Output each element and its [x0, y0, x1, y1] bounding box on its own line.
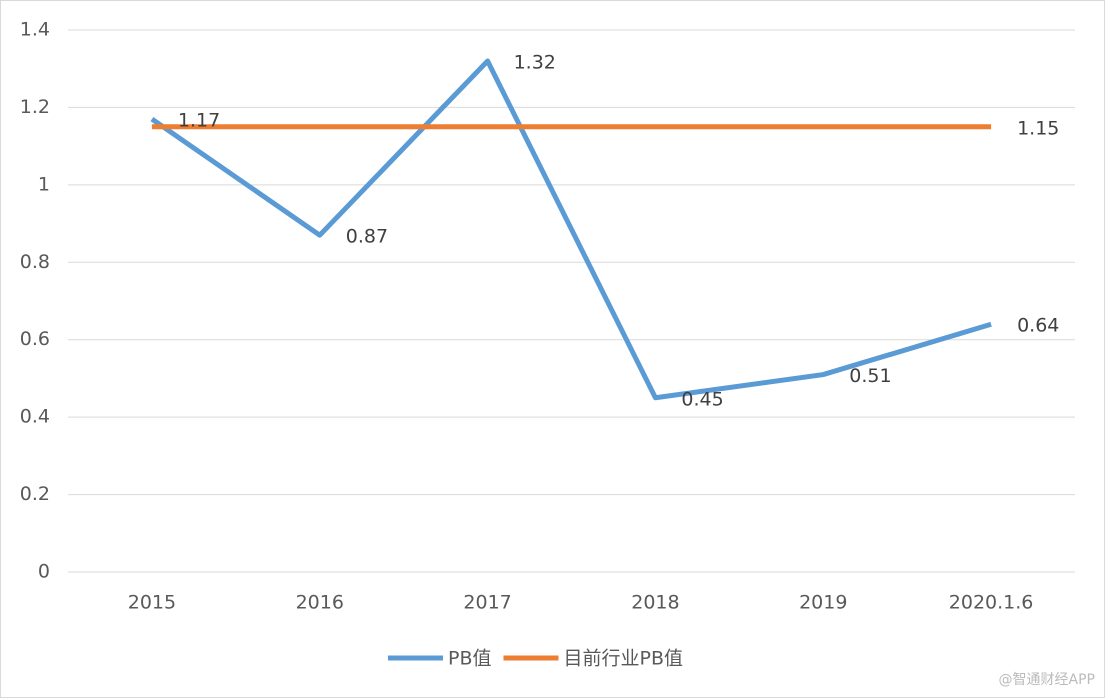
data-label: 0.87 [346, 226, 388, 248]
x-tick-label: 2015 [128, 592, 176, 614]
x-tick-label: 2017 [463, 592, 511, 614]
x-tick-label: 2018 [631, 592, 679, 614]
y-tick-label: 1 [38, 173, 50, 195]
x-tick-label: 2019 [799, 592, 847, 614]
series-line [150, 58, 992, 401]
y-tick-label: 0.2 [20, 483, 50, 505]
y-tick-label: 1.2 [20, 96, 50, 118]
x-tick-label: 2016 [296, 592, 344, 614]
y-tick-label: 1.4 [20, 19, 50, 41]
data-label: 0.64 [1017, 315, 1059, 337]
legend-label: PB值 [448, 648, 492, 670]
y-tick-label: 0.8 [20, 251, 50, 273]
y-tick-label: 0.6 [20, 328, 50, 350]
data-label: 0.51 [849, 365, 891, 387]
x-tick-label: 2020.1.6 [949, 592, 1034, 614]
y-tick-label: 0 [38, 561, 50, 583]
data-label: 0.45 [681, 388, 723, 410]
data-label: 1.17 [178, 110, 220, 132]
watermark: @智通财经APP [999, 672, 1095, 688]
data-label: 1.15 [1017, 117, 1059, 139]
legend-label: 目前行业PB值 [564, 648, 684, 670]
data-label: 1.32 [514, 51, 556, 73]
y-tick-label: 0.4 [20, 406, 50, 428]
